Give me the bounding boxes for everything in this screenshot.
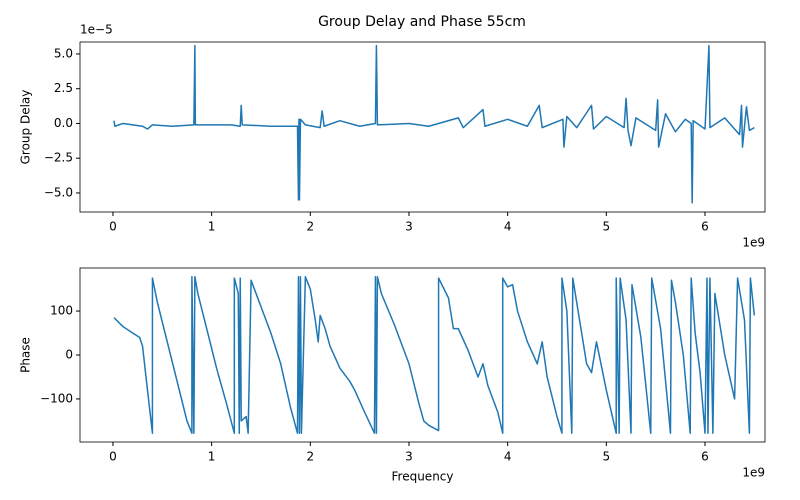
axes-frame [79, 267, 766, 443]
y-tick-label: −2.5 [44, 151, 73, 165]
x-tick-label: 4 [504, 450, 512, 464]
x-tick-label: 1 [208, 220, 216, 234]
x-tick-label: 3 [405, 220, 413, 234]
y-tick-label: 5.0 [54, 46, 73, 60]
y-tick-label: −5.0 [44, 185, 73, 199]
y-tick-label: 100 [50, 304, 73, 318]
y-axis-label: Phase [19, 337, 33, 373]
axes-frame [79, 41, 766, 213]
y-axis-label: Group Delay [19, 90, 33, 165]
x-tick-label: 4 [504, 220, 512, 234]
x-tick-label: 5 [603, 450, 611, 464]
x-tick-label: 1 [208, 450, 216, 464]
x-tick-label: 6 [701, 220, 709, 234]
series-line [113, 44, 755, 204]
x-offset-text: 1e9 [742, 236, 765, 250]
x-tick-label: 2 [306, 450, 314, 464]
y-tick-label: 0 [65, 348, 73, 362]
y-tick-label: 0.0 [54, 116, 73, 130]
x-tick-label: 3 [405, 450, 413, 464]
chart-title: Group Delay and Phase 55cm [318, 14, 526, 30]
x-tick-label: 0 [109, 220, 117, 234]
x-offset-text: 1e9 [742, 466, 765, 480]
y-tick-label: −100 [40, 391, 73, 405]
y-tick-label: 2.5 [54, 81, 73, 95]
x-tick-label: 0 [109, 450, 117, 464]
x-tick-label: 2 [306, 220, 314, 234]
y-offset-text: 1e−5 [80, 23, 113, 37]
series-line [113, 276, 756, 434]
x-axis-label: Frequency [392, 470, 454, 484]
x-tick-label: 6 [701, 450, 709, 464]
x-tick-label: 5 [603, 220, 611, 234]
